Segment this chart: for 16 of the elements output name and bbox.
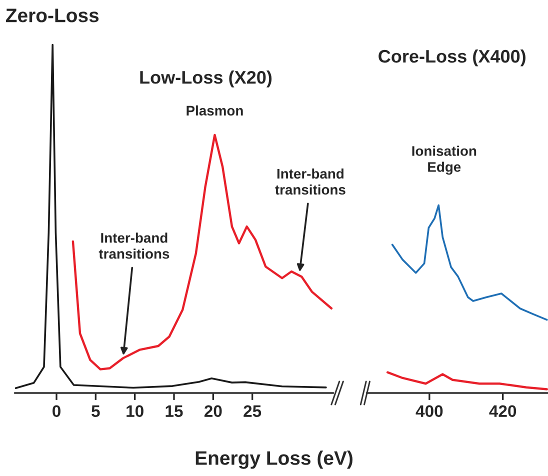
x-tick-label: 400: [416, 405, 443, 418]
annotation: Zero-Loss: [6, 8, 99, 22]
annotation: Ionisation Edge: [412, 146, 476, 175]
x-tick-label: 25: [244, 405, 262, 418]
text: Core-Loss (X400): [378, 49, 526, 66]
x-tick-label: 0: [52, 405, 60, 418]
x-tick-label: 10: [126, 405, 144, 418]
annotation: Inter-band transitions: [275, 168, 346, 195]
x-tick-label: 20: [204, 405, 222, 418]
annotation: Plasmon: [186, 105, 243, 116]
annotation: Inter-band transitions: [98, 232, 170, 259]
x-axis-title: Energy Loss (eV): [196, 450, 352, 469]
x-tick-label: 15: [166, 405, 183, 418]
x-tick-label: 5: [92, 405, 100, 418]
x-tick-label: 420: [489, 405, 516, 418]
annotation: Low-Loss (X20): [140, 70, 272, 88]
